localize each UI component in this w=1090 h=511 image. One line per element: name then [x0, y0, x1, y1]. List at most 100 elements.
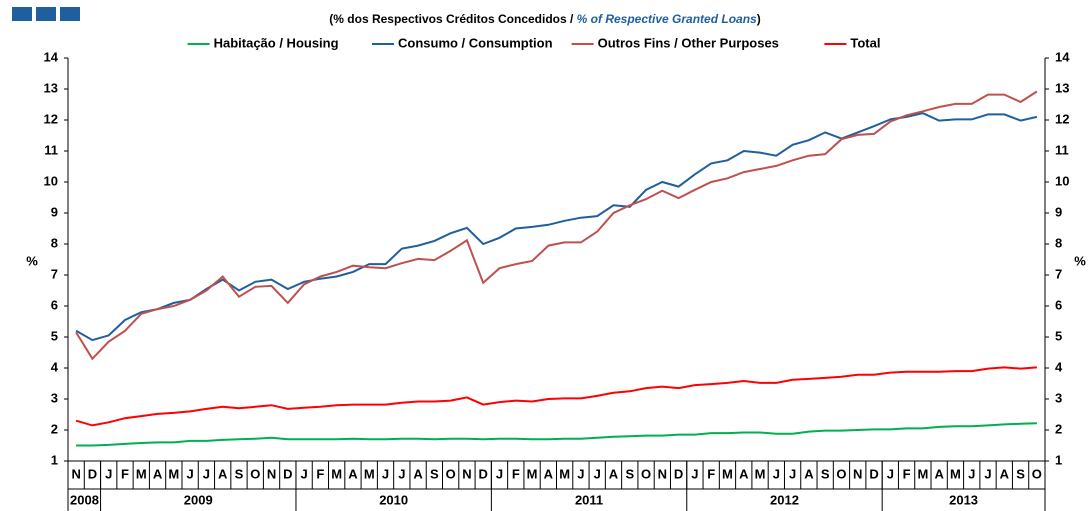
x-tick-label: F — [512, 466, 520, 481]
y2-tick-label: 6 — [1055, 297, 1062, 312]
year-label: 2009 — [184, 492, 213, 507]
y2-axis-label: % — [1074, 253, 1086, 268]
year-label: 2008 — [70, 492, 99, 507]
x-tick-label: D — [479, 466, 488, 481]
y-tick-label: 5 — [51, 328, 58, 343]
x-tick-label: M — [559, 466, 570, 481]
y-tick-label: 10 — [44, 173, 58, 188]
x-tick-label: J — [968, 466, 975, 481]
x-tick-label: A — [934, 466, 944, 481]
series-line — [76, 422, 1037, 447]
x-tick-label: J — [789, 466, 796, 481]
x-tick-label: M — [917, 466, 928, 481]
x-tick-label: O — [446, 466, 456, 481]
x-tick-label: J — [594, 466, 601, 481]
x-tick-label: A — [153, 466, 163, 481]
legend-label: Habitação / Housing — [214, 35, 339, 50]
x-tick-label: N — [853, 466, 862, 481]
x-tick-label: A — [544, 466, 554, 481]
x-tick-label: N — [267, 466, 276, 481]
y2-tick-label: 3 — [1055, 390, 1062, 405]
series-line — [75, 366, 1037, 427]
y-tick-label: 7 — [51, 266, 58, 281]
legend-label: Consumo / Consumption — [398, 35, 553, 50]
y2-tick-label: 10 — [1055, 173, 1069, 188]
y-tick-label: 12 — [44, 111, 58, 126]
y2-tick-label: 9 — [1055, 204, 1062, 219]
x-tick-label: N — [658, 466, 667, 481]
x-tick-label: J — [398, 466, 405, 481]
x-tick-label: J — [496, 466, 503, 481]
x-tick-label: A — [413, 466, 423, 481]
subtitle-end: ) — [757, 12, 761, 26]
x-tick-label: J — [887, 466, 894, 481]
x-tick-label: S — [235, 466, 244, 481]
x-tick-label: S — [821, 466, 830, 481]
x-tick-label: F — [121, 466, 129, 481]
x-tick-label: A — [609, 466, 619, 481]
y-tick-label: 2 — [51, 421, 58, 436]
subtitle-pt: (% dos Respectivos Créditos Concedidos / — [329, 12, 576, 26]
x-tick-label: A — [218, 466, 228, 481]
x-tick-label: O — [836, 466, 846, 481]
x-tick-label: M — [950, 466, 961, 481]
y2-tick-label: 8 — [1055, 235, 1062, 250]
x-tick-label: M — [722, 466, 733, 481]
x-tick-label: D — [869, 466, 878, 481]
x-tick-label: M — [331, 466, 342, 481]
y-axis-label: % — [26, 253, 38, 268]
y-tick-label: 9 — [51, 204, 58, 219]
y2-tick-label: 1 — [1055, 452, 1062, 467]
x-tick-label: O — [641, 466, 651, 481]
x-tick-label: J — [577, 466, 584, 481]
y-tick-label: 14 — [44, 49, 59, 64]
y2-tick-label: 2 — [1055, 421, 1062, 436]
x-tick-label: O — [1032, 466, 1042, 481]
y-tick-label: 13 — [44, 80, 58, 95]
x-tick-label: J — [773, 466, 780, 481]
y2-tick-label: 11 — [1055, 142, 1069, 157]
x-tick-label: O — [250, 466, 260, 481]
y2-tick-label: 7 — [1055, 266, 1062, 281]
x-tick-label: F — [903, 466, 911, 481]
x-tick-label: J — [300, 466, 307, 481]
x-tick-label: M — [527, 466, 538, 481]
legend-label: Total — [850, 35, 880, 50]
logo — [12, 7, 80, 21]
y2-tick-label: 14 — [1055, 49, 1070, 64]
x-tick-label: M — [168, 466, 179, 481]
y-tick-label: 4 — [51, 359, 59, 374]
y2-tick-label: 4 — [1055, 359, 1063, 374]
y-tick-label: 11 — [44, 142, 58, 157]
year-label: 2011 — [575, 492, 603, 507]
legend-label: Outros Fins / Other Purposes — [598, 35, 779, 50]
x-tick-label: D — [88, 466, 97, 481]
y-tick-label: 1 — [51, 452, 58, 467]
y-tick-label: 8 — [51, 235, 58, 250]
x-tick-label: M — [364, 466, 375, 481]
x-tick-label: J — [203, 466, 210, 481]
x-tick-label: J — [187, 466, 194, 481]
x-tick-label: N — [71, 466, 80, 481]
year-label: 2010 — [379, 492, 408, 507]
x-tick-label: J — [691, 466, 698, 481]
x-tick-label: F — [316, 466, 324, 481]
x-tick-label: N — [462, 466, 471, 481]
x-tick-label: A — [1000, 466, 1010, 481]
x-tick-label: F — [707, 466, 715, 481]
y-tick-label: 6 — [51, 297, 58, 312]
subtitle-en: % of Respective Granted Loans — [577, 12, 757, 26]
y2-tick-label: 12 — [1055, 111, 1069, 126]
y-tick-label: 3 — [51, 390, 58, 405]
x-tick-label: D — [674, 466, 683, 481]
y2-tick-label: 13 — [1055, 80, 1069, 95]
year-label: 2012 — [770, 492, 799, 507]
x-tick-label: J — [984, 466, 991, 481]
series-line — [75, 90, 1038, 361]
x-tick-label: A — [804, 466, 814, 481]
x-tick-label: A — [739, 466, 749, 481]
subtitle: (% dos Respectivos Créditos Concedidos /… — [329, 12, 760, 26]
year-label: 2013 — [949, 492, 978, 507]
x-tick-label: M — [755, 466, 766, 481]
